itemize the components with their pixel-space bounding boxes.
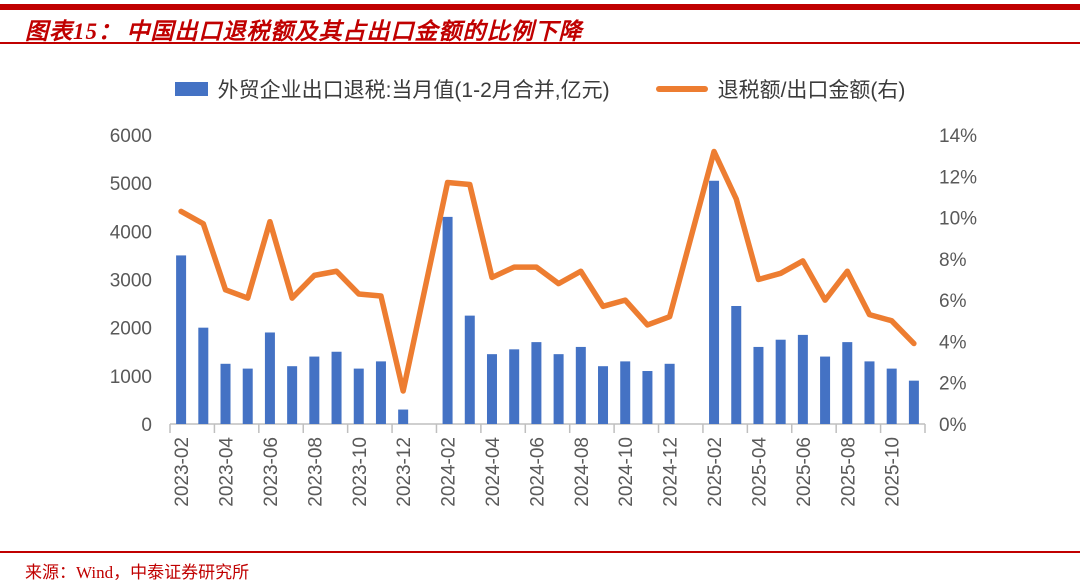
y-axis-left-tick-label: 6000 xyxy=(110,126,152,147)
y-axis-right-tick-label: 14% xyxy=(939,126,977,147)
x-axis-tick-label: 2024-06 xyxy=(527,437,548,507)
bar xyxy=(575,346,586,424)
chart-legend: 外贸企业出口退税:当月值(1-2月合并,亿元) 退税额/出口金额(右) xyxy=(0,74,1080,104)
line-series-swatch xyxy=(655,86,708,92)
bar xyxy=(709,180,720,424)
figure-title-row: 图表15： 中国出口退税额及其占出口金额的比例下降 xyxy=(25,12,1055,46)
y-axis-right-tick-label: 10% xyxy=(939,209,977,230)
title-divider xyxy=(0,42,1080,44)
bar xyxy=(620,361,631,424)
x-axis-tick-label: 2024-04 xyxy=(483,437,504,507)
bar xyxy=(198,327,209,424)
source-note: 来源：Wind，中泰证券研究所 xyxy=(25,563,250,582)
legend-label-bars: 外贸企业出口退税:当月值(1-2月合并,亿元) xyxy=(217,79,610,102)
bar xyxy=(775,339,786,424)
y-axis-left-tick-label: 3000 xyxy=(110,271,152,292)
x-axis-tick-label: 2023-02 xyxy=(172,437,193,507)
bar xyxy=(664,363,675,424)
bar xyxy=(442,216,453,424)
y-axis-left-tick-label: 2000 xyxy=(110,319,152,340)
bar xyxy=(553,354,564,424)
bar xyxy=(753,346,764,424)
bar xyxy=(908,380,919,424)
bar xyxy=(820,356,831,424)
bar xyxy=(220,363,231,424)
bar xyxy=(398,409,409,424)
x-axis-tick-label: 2023-10 xyxy=(350,437,371,507)
bar xyxy=(731,305,742,424)
bar xyxy=(642,371,653,424)
y-axis-left-tick-label: 1000 xyxy=(110,367,152,388)
figure-title: 中国出口退税额及其占出口金额的比例下降 xyxy=(126,19,583,44)
y-axis-right-tick-label: 12% xyxy=(939,167,977,188)
bar xyxy=(309,356,320,424)
x-axis-tick-label: 2024-12 xyxy=(661,437,682,507)
y-axis-left-tick-label: 5000 xyxy=(110,174,152,195)
bar xyxy=(331,351,342,424)
chart-svg: 0 1000 2000 3000 4000 5000 6000 0% 2% 4% 6% 8% 10% 12… xyxy=(110,126,977,507)
bar xyxy=(242,368,253,424)
bar xyxy=(842,342,853,424)
y-axis-right-tick-label: 2% xyxy=(939,374,967,395)
bar xyxy=(375,361,386,424)
x-axis-tick-label: 2023-06 xyxy=(261,437,282,507)
x-axis-tick-label: 2025-02 xyxy=(705,437,726,507)
bar-series-swatch xyxy=(174,82,208,96)
bar xyxy=(353,368,364,424)
header-accent-bar xyxy=(0,4,1080,10)
figure-title-prefix: 图表15： xyxy=(25,19,122,44)
x-axis-tick-label: 2023-08 xyxy=(305,437,326,507)
x-axis-tick-label: 2025-06 xyxy=(794,437,815,507)
legend-item-bars: 外贸企业出口退税:当月值(1-2月合并,亿元) xyxy=(174,74,610,104)
bar xyxy=(864,361,875,424)
x-axis-tick-label: 2025-08 xyxy=(838,437,859,507)
bar xyxy=(509,349,520,424)
x-axis-tick-label: 2025-10 xyxy=(883,437,904,507)
x-axis-tick-label: 2024-02 xyxy=(439,437,460,507)
bar xyxy=(531,342,542,424)
legend-item-line: 退税额/出口金额(右) xyxy=(655,74,906,104)
x-axis-tick-label: 2025-04 xyxy=(749,437,770,507)
y-axis-right-tick-label: 8% xyxy=(939,250,967,271)
x-axis-tick-label: 2024-10 xyxy=(616,437,637,507)
bar xyxy=(264,332,275,424)
bar xyxy=(486,354,497,424)
bar xyxy=(797,334,808,424)
x-axis-tick-label: 2023-12 xyxy=(394,437,415,507)
trend-line xyxy=(178,148,917,394)
bar xyxy=(176,255,187,424)
y-axis-right-tick-label: 4% xyxy=(939,332,967,353)
bar xyxy=(287,366,298,424)
legend-label-line: 退税额/出口金额(右) xyxy=(717,79,906,102)
x-axis-tick-label: 2023-04 xyxy=(217,437,238,507)
bar xyxy=(886,368,897,424)
x-axis-tick-label: 2024-08 xyxy=(572,437,593,507)
y-axis-left-tick-label: 4000 xyxy=(110,222,152,243)
footer-divider xyxy=(0,551,1080,553)
chart-area: 0 1000 2000 3000 4000 5000 6000 0% 2% 4% 6% 8% 10% 12… xyxy=(0,108,1080,548)
y-axis-left-tick-label: 0 xyxy=(141,415,152,436)
y-axis-right-tick-label: 6% xyxy=(939,291,967,312)
y-axis-right-tick-label: 0% xyxy=(939,415,967,436)
bar xyxy=(464,315,475,424)
bar xyxy=(598,366,609,424)
